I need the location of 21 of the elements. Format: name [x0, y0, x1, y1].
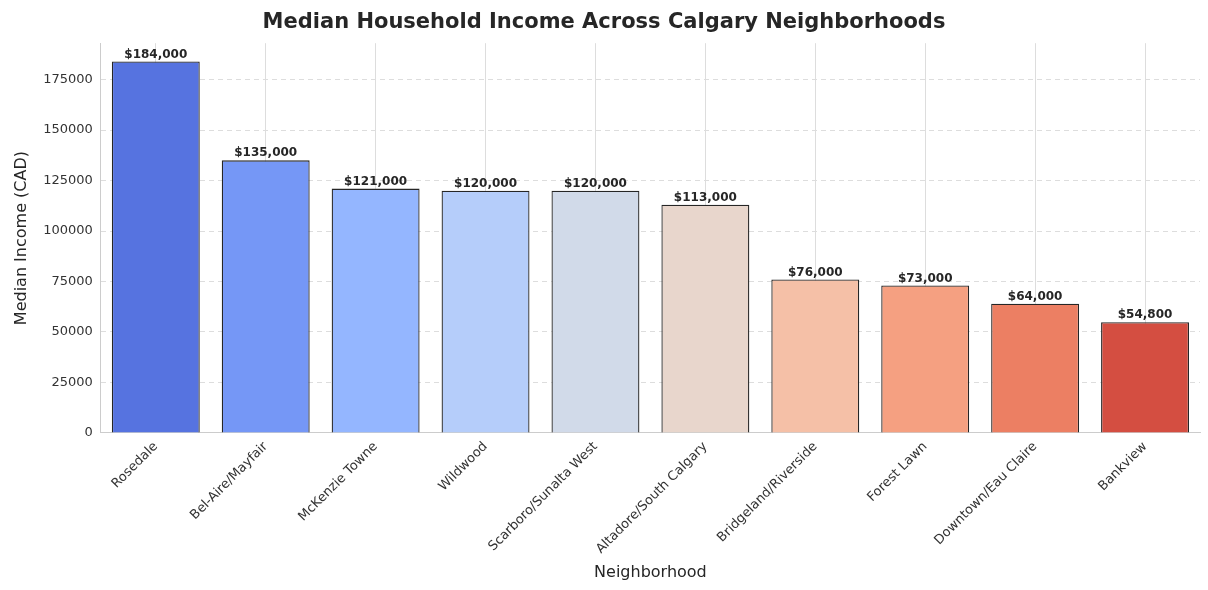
y-tick-label: 125000 [43, 171, 93, 187]
y-axis-title: Median Income (CAD) [10, 151, 30, 326]
data-label: $120,000 [563, 175, 627, 190]
chart-title: Median Household Income Across Calgary Neighborhoods [262, 9, 946, 34]
y-tick-label: 25000 [51, 373, 93, 389]
y-tick-label: 150000 [43, 121, 93, 137]
data-label: $120,000 [454, 175, 518, 190]
y-tick-label: 100000 [43, 222, 93, 238]
data-label: $113,000 [673, 189, 737, 204]
data-label: $73,000 [897, 270, 953, 285]
data-label: $121,000 [344, 173, 408, 188]
y-tick-label: 175000 [43, 70, 93, 86]
y-tick-label: 75000 [51, 272, 93, 288]
x-axis-title: Neighborhood [594, 561, 707, 581]
data-label: $64,000 [1007, 288, 1063, 303]
data-label: $135,000 [234, 145, 298, 160]
y-tick-label: 50000 [51, 323, 93, 339]
y-tick-label: 0 [84, 424, 93, 440]
data-label: $184,000 [124, 46, 188, 61]
data-label: $76,000 [787, 264, 843, 279]
data-label: $54,800 [1117, 307, 1173, 322]
